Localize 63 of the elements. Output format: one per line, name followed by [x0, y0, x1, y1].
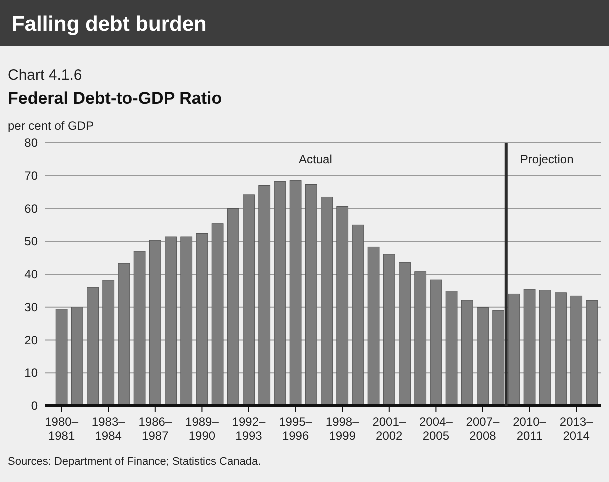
bar — [492, 310, 505, 406]
x-tick-label: 1992–1993 — [232, 415, 266, 443]
bar — [539, 290, 552, 406]
bar — [461, 300, 474, 406]
bar — [305, 184, 318, 406]
bar — [227, 208, 240, 406]
bar — [212, 224, 224, 406]
x-tick-label: 1995–1996 — [279, 415, 313, 443]
bar — [56, 309, 68, 406]
x-tick-label: 2010–2011 — [513, 415, 547, 443]
bar — [414, 272, 427, 406]
bar — [399, 262, 411, 406]
bar — [383, 254, 396, 406]
x-tick-label: 2007–2008 — [466, 415, 500, 443]
bar — [336, 206, 349, 406]
y-axis-title: per cent of GDP — [8, 119, 94, 133]
bar — [258, 185, 271, 406]
source-note: Sources: Department of Finance; Statistics Canada. — [8, 456, 262, 468]
bar — [165, 236, 177, 406]
annotation: Projection — [520, 152, 574, 166]
y-tick-label: 40 — [24, 268, 38, 282]
y-tick-label: 80 — [24, 136, 38, 150]
bar — [243, 194, 255, 406]
x-tick-label: 1998–1999 — [326, 415, 360, 443]
y-tick-label: 10 — [24, 366, 38, 380]
x-tick-label: 2004–2005 — [420, 415, 454, 443]
bar — [196, 233, 208, 406]
bar — [352, 224, 364, 406]
bar — [368, 246, 380, 406]
x-tick-label: 2001–2002 — [372, 415, 406, 443]
x-tick-label: 1989–1990 — [186, 415, 220, 443]
bar — [446, 291, 458, 406]
text: Falling debt burden — [12, 13, 207, 36]
annotation: Actual — [299, 152, 332, 166]
bar — [586, 300, 598, 406]
x-tick-label: 1983–1984 — [92, 415, 126, 443]
bar — [508, 294, 520, 406]
bar — [134, 251, 146, 406]
chart-subtitle: Chart 4.1.6 — [8, 67, 82, 84]
bar — [180, 236, 193, 406]
bar — [274, 182, 286, 406]
y-tick-label: 0 — [31, 399, 38, 413]
bar — [570, 296, 583, 406]
bar — [102, 280, 115, 406]
bar — [118, 263, 130, 406]
x-tick-label: 1986–1987 — [138, 415, 172, 443]
chart-title: Federal Debt-to-GDP Ratio — [8, 89, 222, 108]
y-tick-label: 20 — [24, 333, 38, 348]
x-tick-label: 1980–1981 — [45, 415, 79, 443]
bar — [321, 196, 333, 406]
bar — [290, 180, 302, 406]
bar — [477, 307, 489, 406]
bar — [87, 287, 99, 406]
y-tick-label: 60 — [24, 202, 38, 216]
bar — [524, 289, 536, 406]
bar — [71, 307, 84, 406]
y-tick-label: 70 — [24, 168, 38, 183]
x-tick-label: 2013–2014 — [560, 415, 594, 443]
y-tick-label: 30 — [24, 300, 38, 314]
bar — [430, 280, 442, 406]
y-tick-label: 50 — [24, 234, 38, 249]
bar — [149, 240, 162, 406]
bar — [555, 292, 567, 406]
